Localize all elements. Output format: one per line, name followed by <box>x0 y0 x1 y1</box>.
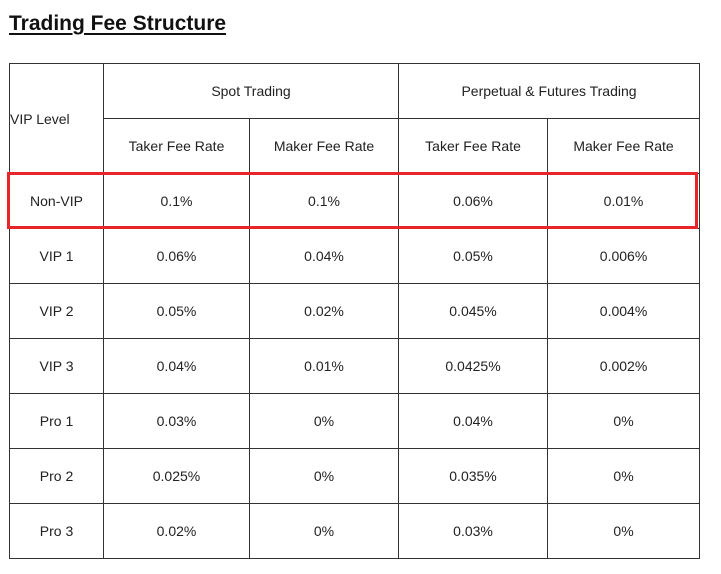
vip-level-header: VIP Level <box>9 63 104 174</box>
vip-level-cell: VIP 3 <box>9 338 104 394</box>
spot-taker-cell: 0.03% <box>103 393 250 449</box>
perp-taker-cell: 0.06% <box>398 173 549 229</box>
vip-level-cell: Pro 1 <box>9 393 104 449</box>
spot-maker-cell: 0.01% <box>248 338 400 394</box>
fee-table: VIP Level Spot Trading Perpetual & Futur… <box>9 63 701 559</box>
perp-maker-cell: 0% <box>547 503 701 559</box>
perp-maker-cell: 0.006% <box>547 228 701 284</box>
header-row-groups: VIP Level Spot Trading Perpetual & Futur… <box>9 63 701 174</box>
spot-taker-cell: 0.02% <box>103 503 250 559</box>
perp-maker-header: Maker Fee Rate <box>547 118 701 174</box>
table-row: VIP 3 0.04% 0.01% 0.0425% 0.002% <box>9 338 701 394</box>
header-row-subheaders: Taker Fee Rate Maker Fee Rate Taker Fee … <box>10 118 701 174</box>
spot-maker-cell: 0.04% <box>248 228 400 284</box>
spot-taker-cell: 0.04% <box>103 338 250 394</box>
vip-level-cell: VIP 1 <box>9 228 104 284</box>
spot-maker-cell: 0.02% <box>248 283 400 339</box>
spot-maker-cell: 0.1% <box>248 173 400 229</box>
table-row: Non-VIP 0.1% 0.1% 0.06% 0.01% <box>9 173 701 229</box>
perp-taker-cell: 0.04% <box>398 393 549 449</box>
spot-maker-cell: 0% <box>248 393 400 449</box>
spot-maker-header: Maker Fee Rate <box>248 118 400 174</box>
table-row: Pro 3 0.02% 0% 0.03% 0% <box>9 503 701 559</box>
spot-taker-cell: 0.1% <box>103 173 250 229</box>
table-row: Pro 1 0.03% 0% 0.04% 0% <box>9 393 701 449</box>
vip-level-cell: Pro 3 <box>9 503 104 559</box>
spot-trading-header: Spot Trading <box>102 63 400 119</box>
spot-taker-cell: 0.06% <box>103 228 250 284</box>
spot-maker-cell: 0% <box>248 448 400 504</box>
table-row: VIP 2 0.05% 0.02% 0.045% 0.004% <box>9 283 701 339</box>
perp-taker-cell: 0.03% <box>398 503 549 559</box>
vip-level-cell: Pro 2 <box>9 448 104 504</box>
perp-taker-cell: 0.045% <box>398 283 549 339</box>
perp-maker-cell: 0% <box>547 393 701 449</box>
perp-maker-cell: 0.01% <box>547 173 701 229</box>
vip-level-cell: VIP 2 <box>9 283 104 339</box>
perp-maker-cell: 0% <box>547 448 701 504</box>
vip-level-cell: Non-VIP <box>9 173 104 229</box>
perp-taker-header: Taker Fee Rate <box>398 118 549 174</box>
table-row: Pro 2 0.025% 0% 0.035% 0% <box>9 448 701 504</box>
perp-taker-cell: 0.035% <box>398 448 549 504</box>
spot-taker-cell: 0.05% <box>103 283 250 339</box>
perpetual-futures-header: Perpetual & Futures Trading <box>398 63 701 119</box>
perp-taker-cell: 0.05% <box>398 228 549 284</box>
page-title: Trading Fee Structure <box>9 12 227 35</box>
spot-taker-cell: 0.025% <box>103 448 250 504</box>
perp-maker-cell: 0.002% <box>547 338 701 394</box>
perp-taker-cell: 0.0425% <box>398 338 549 394</box>
spot-taker-header: Taker Fee Rate <box>103 118 250 174</box>
perp-maker-cell: 0.004% <box>547 283 701 339</box>
table-row: VIP 1 0.06% 0.04% 0.05% 0.006% <box>9 228 701 284</box>
spot-maker-cell: 0% <box>248 503 400 559</box>
